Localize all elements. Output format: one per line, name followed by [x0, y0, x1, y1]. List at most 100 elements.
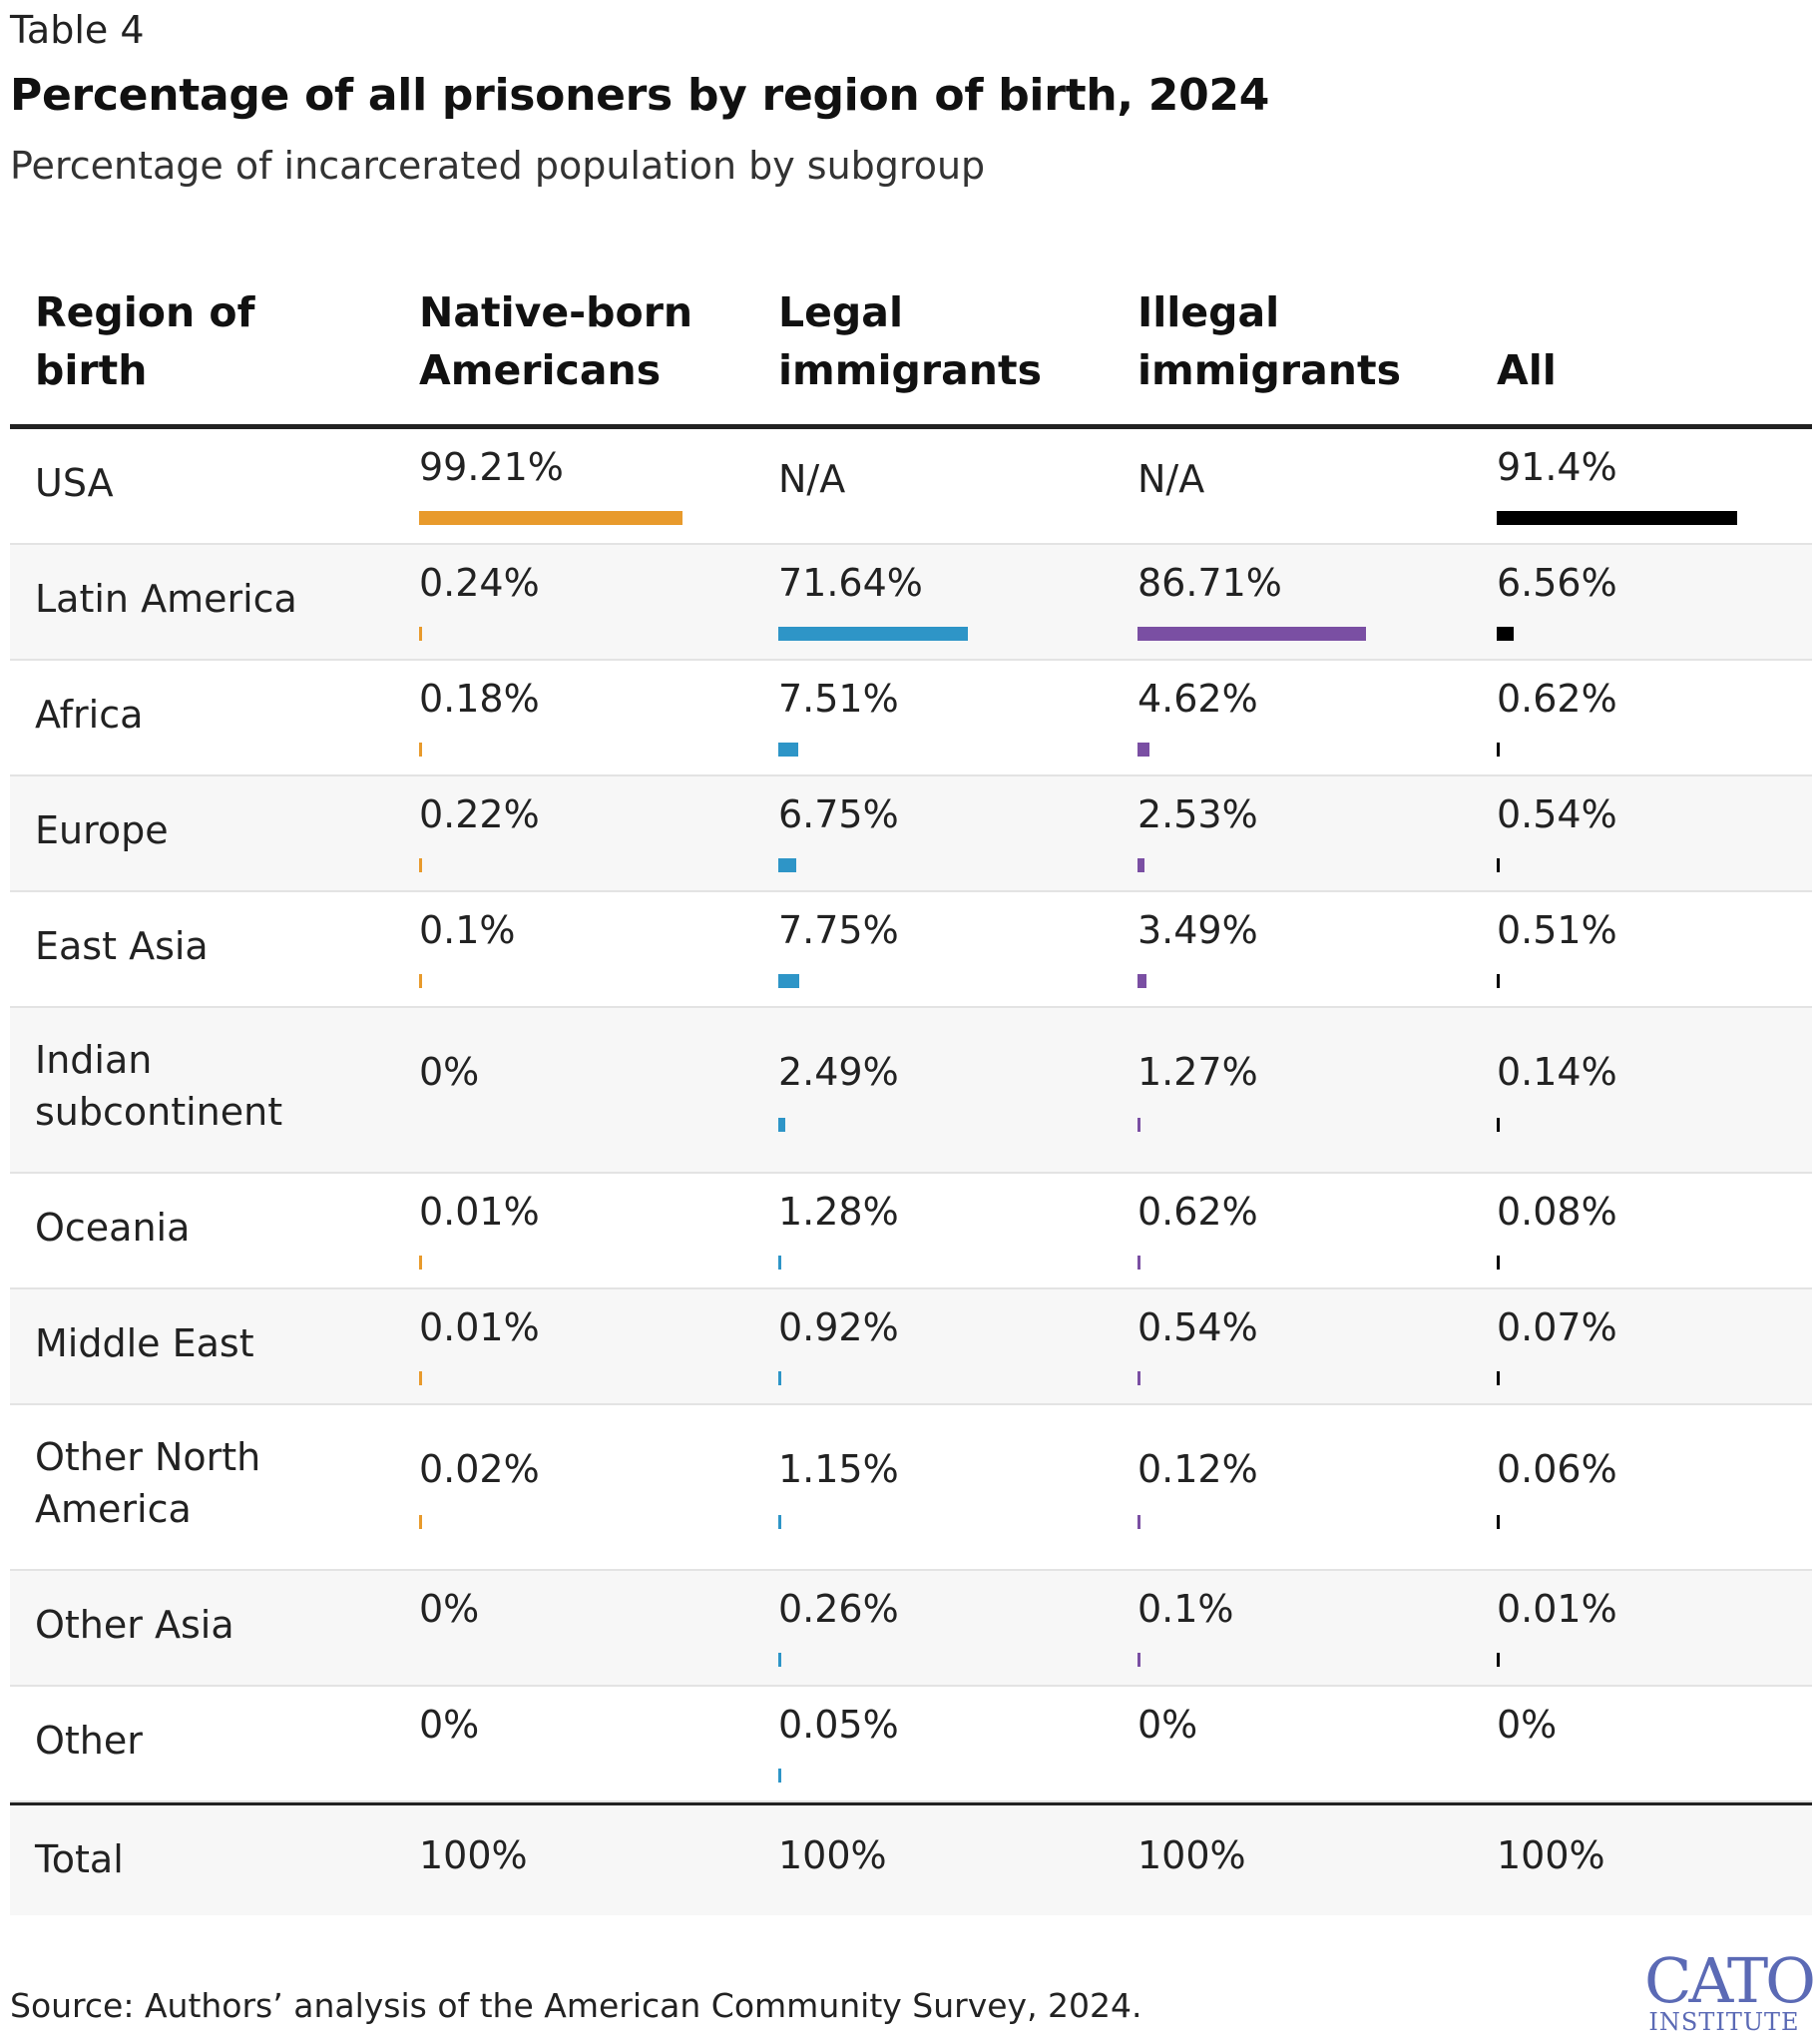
header-legal: Legal immigrants: [778, 288, 1042, 394]
region-label: Middle East: [35, 1321, 254, 1365]
value-legal: 6.75%: [778, 792, 899, 836]
value-native: 0%: [419, 1587, 480, 1631]
value-illegal: 0.54%: [1137, 1305, 1258, 1349]
bar-legal: [778, 1769, 781, 1783]
bar-native: [419, 1256, 422, 1270]
bar-illegal: [1137, 1371, 1140, 1385]
value-native: 0.18%: [419, 677, 540, 721]
value-legal: N/A: [778, 457, 846, 501]
value-illegal: 0.62%: [1137, 1190, 1258, 1234]
region-label: Other North America: [35, 1435, 261, 1531]
value-legal: 1.28%: [778, 1190, 899, 1234]
value-native: 0.22%: [419, 792, 540, 836]
value-illegal: 0.1%: [1137, 1587, 1234, 1631]
table-title: Percentage of all prisoners by region of…: [10, 70, 1270, 121]
bar-all: [1497, 858, 1500, 872]
table-row: USA 99.21% N/A N/A 91.4%: [10, 429, 1812, 545]
value-all: 0.01%: [1497, 1587, 1617, 1631]
bar-native: [419, 511, 682, 525]
table-row: Middle East 0.01% 0.92% 0.54% 0.07%: [10, 1289, 1812, 1405]
total-label: Total: [35, 1837, 124, 1881]
value-native: 0.1%: [419, 908, 516, 952]
bar-all: [1497, 743, 1500, 757]
value-legal: 0.26%: [778, 1587, 899, 1631]
value-all: 91.4%: [1497, 445, 1617, 489]
total-legal: 100%: [778, 1833, 887, 1877]
table-header-row: Region of birth Native-born Americans Le…: [10, 269, 1812, 429]
table-row: Latin America 0.24% 71.64% 86.71% 6.56%: [10, 545, 1812, 661]
prisoner-table: Region of birth Native-born Americans Le…: [10, 269, 1812, 1915]
bar-legal: [778, 1256, 782, 1270]
bar-all: [1497, 974, 1500, 988]
value-all: 0.08%: [1497, 1190, 1617, 1234]
bar-legal: [778, 1118, 785, 1132]
value-legal: 0.92%: [778, 1305, 899, 1349]
bar-native: [419, 1371, 422, 1385]
table-row: Other North America 0.02% 1.15% 0.12% 0.06%: [10, 1405, 1812, 1571]
value-illegal: 2.53%: [1137, 792, 1258, 836]
header-region: Region of birth: [35, 288, 255, 394]
bar-legal: [778, 858, 796, 872]
value-illegal: N/A: [1137, 457, 1205, 501]
value-all: 0.06%: [1497, 1447, 1617, 1491]
bar-legal: [778, 1515, 782, 1529]
total-native: 100%: [419, 1833, 528, 1877]
bar-illegal: [1137, 1515, 1140, 1529]
table-row: Other 0% 0.05% 0% 0%: [10, 1687, 1812, 1802]
header-native: Native-born Americans: [419, 288, 693, 394]
value-legal: 1.15%: [778, 1447, 899, 1491]
logo-line1: CATO: [1644, 1944, 1816, 2017]
bar-native: [419, 1515, 422, 1529]
table-row: Europe 0.22% 6.75% 2.53% 0.54%: [10, 776, 1812, 892]
region-label: Europe: [35, 808, 169, 852]
bar-all: [1497, 1371, 1500, 1385]
value-legal: 71.64%: [778, 561, 923, 605]
bar-native: [419, 743, 422, 757]
bar-illegal: [1137, 627, 1366, 641]
bar-all: [1497, 1256, 1500, 1270]
value-native: 0.02%: [419, 1447, 540, 1491]
value-native: 0%: [419, 1703, 480, 1747]
region-label: Other Asia: [35, 1603, 234, 1647]
bar-legal: [778, 1371, 781, 1385]
bar-all: [1497, 627, 1515, 641]
value-illegal: 86.71%: [1137, 561, 1282, 605]
value-all: 0%: [1497, 1703, 1558, 1747]
bar-legal: [778, 974, 799, 988]
bar-native: [419, 974, 422, 988]
table-row: Africa 0.18% 7.51% 4.62% 0.62%: [10, 661, 1812, 776]
region-label: East Asia: [35, 924, 209, 968]
bar-all: [1497, 511, 1737, 525]
bar-illegal: [1137, 974, 1147, 988]
value-native: 0%: [419, 1050, 480, 1094]
value-legal: 7.51%: [778, 677, 899, 721]
table-row: Other Asia 0% 0.26% 0.1% 0.01%: [10, 1571, 1812, 1687]
value-legal: 7.75%: [778, 908, 899, 952]
bar-all: [1497, 1515, 1500, 1529]
value-all: 0.62%: [1497, 677, 1617, 721]
value-all: 0.51%: [1497, 908, 1617, 952]
cato-logo: CATO INSTITUTE: [1644, 1944, 1816, 2035]
region-label: Oceania: [35, 1206, 191, 1250]
value-native: 0.01%: [419, 1190, 540, 1234]
bar-legal: [778, 1653, 781, 1667]
header-illegal: Illegal immigrants: [1137, 288, 1401, 394]
value-legal: 0.05%: [778, 1703, 899, 1747]
value-illegal: 1.27%: [1137, 1050, 1258, 1094]
value-illegal: 0%: [1137, 1703, 1198, 1747]
header-all: All: [1497, 346, 1557, 394]
value-legal: 2.49%: [778, 1050, 899, 1094]
value-illegal: 3.49%: [1137, 908, 1258, 952]
value-all: 0.14%: [1497, 1050, 1617, 1094]
total-row: Total 100% 100% 100% 100%: [10, 1802, 1812, 1915]
region-label: Africa: [35, 693, 144, 737]
total-all: 100%: [1497, 1833, 1605, 1877]
value-native: 0.24%: [419, 561, 540, 605]
region-label: USA: [35, 461, 114, 505]
value-native: 0.01%: [419, 1305, 540, 1349]
value-native: 99.21%: [419, 445, 564, 489]
total-illegal: 100%: [1137, 1833, 1246, 1877]
bar-illegal: [1137, 743, 1150, 757]
value-illegal: 0.12%: [1137, 1447, 1258, 1491]
bar-illegal: [1137, 1653, 1140, 1667]
